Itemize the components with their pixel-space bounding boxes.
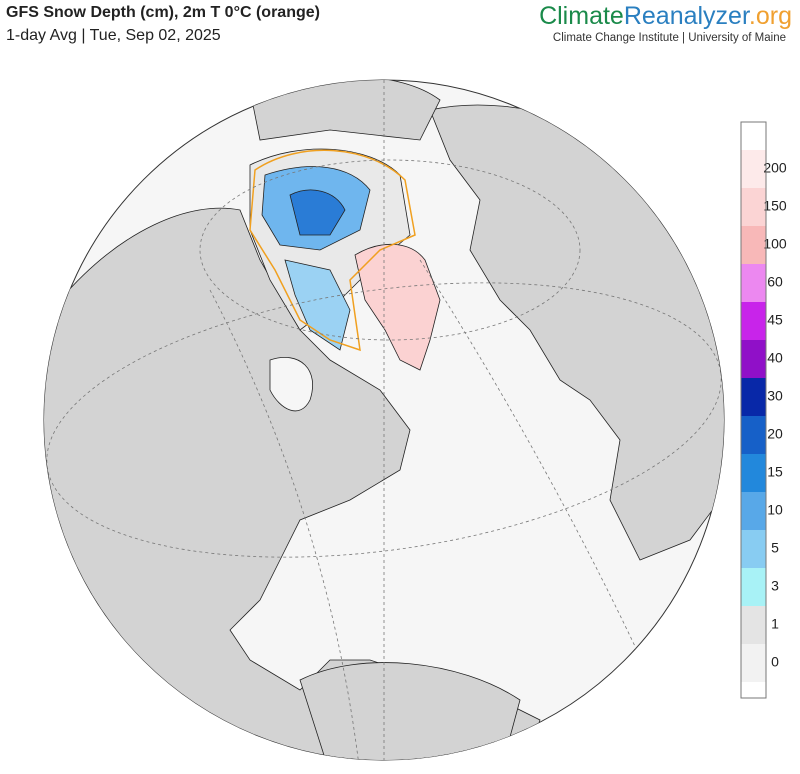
legend-label: 15: [767, 464, 783, 480]
legend-label: 20: [767, 426, 783, 442]
brand-part: Reanalyzer: [623, 2, 749, 30]
brand: ClimateReanalyzer.org: [539, 2, 792, 31]
legend-swatch: [741, 606, 766, 644]
legend-label: 30: [767, 388, 783, 404]
legend-label: 3: [771, 578, 779, 594]
legend-swatch: [741, 302, 766, 340]
legend-swatch: [741, 530, 766, 568]
legend-swatch: [741, 226, 766, 264]
legend-label: 0: [771, 654, 779, 670]
legend-label: 40: [767, 350, 783, 366]
title: GFS Snow Depth (cm), 2m T 0°C (orange): [6, 4, 320, 21]
legend-label: 45: [767, 312, 783, 328]
legend-swatch: [741, 454, 766, 492]
brand-part: Climate: [539, 2, 624, 30]
legend-label: 100: [763, 236, 787, 252]
legend-swatch: [741, 264, 766, 302]
legend-frame: [740, 121, 767, 699]
legend-label: 5: [771, 540, 779, 556]
legend-swatch: [741, 340, 766, 378]
legend-swatch: [741, 188, 766, 226]
subtitle: 1-day Avg | Tue, Sep 02, 2025: [6, 27, 221, 44]
land: [44, 80, 724, 760]
legend-label: 200: [763, 160, 787, 176]
legend-swatch: [741, 150, 766, 188]
legend-swatch: [741, 644, 766, 682]
legend-swatch: [741, 378, 766, 416]
legend-swatch: [741, 492, 766, 530]
institute: Climate Change Institute | University of…: [552, 32, 786, 44]
legend-label: 150: [763, 198, 787, 214]
legend-swatch: [741, 568, 766, 606]
legend-label: 10: [767, 502, 783, 518]
legend-label: 1: [771, 616, 779, 632]
legend: 0 1 3 5 10 15 20 30 40 45 60 100 150 200: [740, 121, 787, 699]
legend-label: 60: [767, 274, 783, 290]
legend-swatch: [741, 416, 766, 454]
temperature-contour: [249, 149, 416, 352]
brand-part: .org: [748, 2, 792, 30]
